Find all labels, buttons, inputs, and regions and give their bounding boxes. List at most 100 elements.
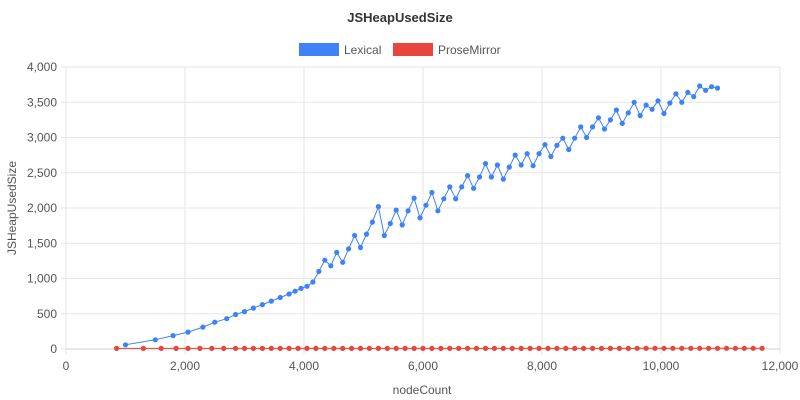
data-point[interactable] xyxy=(741,345,747,351)
data-point[interactable] xyxy=(581,345,587,351)
data-point[interactable] xyxy=(366,345,372,351)
data-point[interactable] xyxy=(560,135,566,141)
data-point[interactable] xyxy=(185,345,191,351)
data-point[interactable] xyxy=(429,189,435,196)
data-point[interactable] xyxy=(447,184,453,190)
data-point[interactable] xyxy=(447,345,453,351)
data-point[interactable] xyxy=(548,153,554,160)
data-point[interactable] xyxy=(233,311,239,318)
data-point[interactable] xyxy=(688,345,694,351)
data-point[interactable] xyxy=(393,345,399,351)
data-point[interactable] xyxy=(399,222,405,228)
data-point[interactable] xyxy=(286,345,292,351)
data-point[interactable] xyxy=(295,345,301,351)
data-point[interactable] xyxy=(268,345,274,351)
data-point[interactable] xyxy=(714,85,721,91)
data-point[interactable] xyxy=(346,246,352,252)
data-point[interactable] xyxy=(518,345,524,351)
data-point[interactable] xyxy=(322,345,328,351)
data-point[interactable] xyxy=(322,257,328,263)
data-point[interactable] xyxy=(465,173,471,179)
data-point[interactable] xyxy=(655,98,661,104)
data-point[interactable] xyxy=(304,283,310,289)
data-point[interactable] xyxy=(393,207,399,213)
data-point[interactable] xyxy=(170,333,176,339)
data-point[interactable] xyxy=(241,309,248,315)
data-point[interactable] xyxy=(369,219,375,225)
data-point[interactable] xyxy=(200,324,206,330)
data-point[interactable] xyxy=(661,110,667,117)
data-point[interactable] xyxy=(598,345,605,351)
data-point[interactable] xyxy=(375,345,381,351)
data-point[interactable] xyxy=(250,345,256,351)
data-point[interactable] xyxy=(331,345,337,351)
data-point[interactable] xyxy=(709,84,715,90)
data-point[interactable] xyxy=(417,215,423,221)
data-point[interactable] xyxy=(340,259,346,265)
data-point[interactable] xyxy=(328,263,334,269)
data-point[interactable] xyxy=(637,113,643,119)
data-point[interactable] xyxy=(387,220,393,227)
data-point[interactable] xyxy=(316,268,322,274)
data-point[interactable] xyxy=(476,174,483,180)
data-point[interactable] xyxy=(209,345,215,351)
data-point[interactable] xyxy=(357,244,364,251)
data-point[interactable] xyxy=(357,345,364,351)
data-point[interactable] xyxy=(268,298,274,304)
data-point[interactable] xyxy=(691,94,697,100)
data-point[interactable] xyxy=(241,345,248,351)
data-point[interactable] xyxy=(441,196,447,202)
data-point[interactable] xyxy=(536,345,542,351)
data-point[interactable] xyxy=(584,134,590,141)
data-point[interactable] xyxy=(423,202,429,208)
data-point[interactable] xyxy=(250,305,256,311)
data-point[interactable] xyxy=(259,302,265,308)
data-point[interactable] xyxy=(759,345,765,351)
data-point[interactable] xyxy=(453,196,459,202)
data-point[interactable] xyxy=(607,345,614,351)
data-point[interactable] xyxy=(500,176,506,182)
data-point[interactable] xyxy=(456,345,462,351)
data-point[interactable] xyxy=(384,345,390,351)
data-point[interactable] xyxy=(679,99,685,105)
legend-item[interactable]: Lexical xyxy=(299,43,381,57)
data-point[interactable] xyxy=(334,249,340,255)
data-point[interactable] xyxy=(509,345,515,351)
data-point[interactable] xyxy=(173,345,179,351)
data-point[interactable] xyxy=(631,99,637,105)
data-point[interactable] xyxy=(482,345,489,351)
data-point[interactable] xyxy=(411,195,417,201)
data-point[interactable] xyxy=(685,89,691,95)
data-point[interactable] xyxy=(259,345,265,351)
data-point[interactable] xyxy=(292,288,298,294)
data-point[interactable] xyxy=(572,135,578,141)
data-point[interactable] xyxy=(723,345,730,351)
data-point[interactable] xyxy=(304,345,310,351)
data-point[interactable] xyxy=(277,345,283,351)
data-point[interactable] xyxy=(530,163,536,169)
data-point[interactable] xyxy=(152,337,158,343)
data-point[interactable] xyxy=(518,162,524,168)
data-point[interactable] xyxy=(465,345,471,351)
data-point[interactable] xyxy=(494,162,500,168)
data-point[interactable] xyxy=(185,329,191,335)
data-point[interactable] xyxy=(572,345,578,351)
data-point[interactable] xyxy=(506,164,512,170)
data-point[interactable] xyxy=(435,208,441,214)
data-point[interactable] xyxy=(661,345,667,351)
data-point[interactable] xyxy=(429,345,435,351)
data-point[interactable] xyxy=(714,345,721,351)
data-point[interactable] xyxy=(750,345,756,351)
data-point[interactable] xyxy=(619,120,625,126)
data-point[interactable] xyxy=(349,345,355,351)
data-point[interactable] xyxy=(310,279,316,285)
data-point[interactable] xyxy=(114,345,120,351)
data-point[interactable] xyxy=(616,345,623,351)
data-point[interactable] xyxy=(625,345,631,351)
data-point[interactable] xyxy=(670,345,676,351)
data-point[interactable] xyxy=(298,285,304,291)
data-point[interactable] xyxy=(313,345,319,351)
data-point[interactable] xyxy=(212,319,218,325)
data-point[interactable] xyxy=(233,345,239,351)
data-point[interactable] xyxy=(473,345,480,351)
